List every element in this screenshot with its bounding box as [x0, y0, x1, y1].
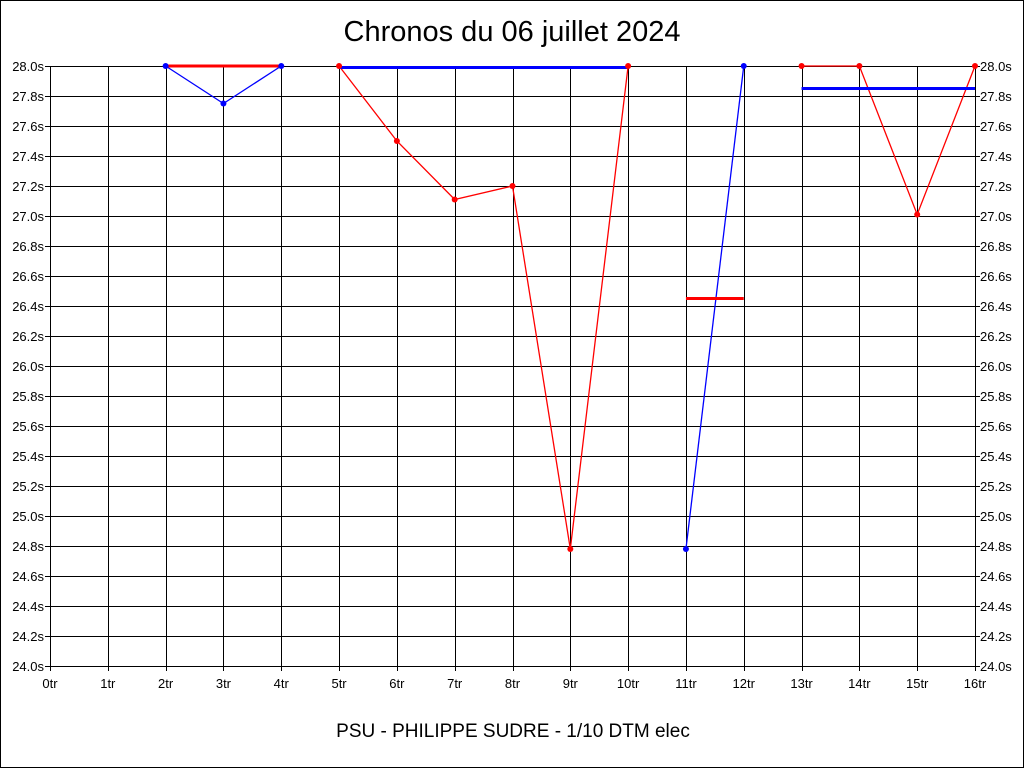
- y-tick-label-right: 25.6s: [980, 419, 1012, 434]
- y-tick-label-left: 24.0s: [12, 659, 44, 674]
- data-point: [740, 63, 747, 69]
- x-tick-label: 15tr: [906, 676, 929, 691]
- x-tick-label: 16tr: [964, 676, 987, 691]
- x-tick-label: 13tr: [790, 676, 813, 691]
- x-tick-label: 11tr: [675, 676, 697, 691]
- data-point: [798, 63, 805, 69]
- y-tick-label-right: 27.6s: [980, 119, 1012, 134]
- y-tick-label-left: 26.2s: [12, 329, 44, 344]
- chart-title: Chronos du 06 juillet 2024: [343, 16, 681, 48]
- y-tick-label-right: 25.0s: [980, 509, 1012, 524]
- y-tick-label-left: 24.4s: [12, 599, 44, 614]
- y-tick-label-right: 26.4s: [980, 299, 1012, 314]
- y-tick-label-right: 24.2s: [980, 629, 1012, 644]
- tick-labels: 0tr 1tr 2tr 3tr 4tr 5tr 6tr 7tr 8tr 9tr 10tr 11tr 12…: [12, 59, 1012, 691]
- x-tick-label: 0tr: [42, 676, 58, 691]
- data-point: [625, 63, 632, 69]
- y-tick-label-right: 24.0s: [980, 659, 1012, 674]
- y-tick-label-right: 27.0s: [980, 209, 1012, 224]
- y-tick-label-right: 25.4s: [980, 449, 1012, 464]
- y-tick-label-left: 24.6s: [12, 569, 44, 584]
- data-point: [914, 211, 921, 218]
- x-tick-label: 9tr: [563, 676, 579, 691]
- x-tick-label: 10tr: [617, 676, 640, 691]
- y-tick-label-left: 26.0s: [12, 359, 44, 374]
- average-lines: [165, 64, 975, 300]
- y-tick-label-right: 25.2s: [980, 479, 1012, 494]
- y-tick-label-left: 27.0s: [12, 209, 44, 224]
- data-point: [162, 63, 169, 69]
- x-tick-label: 7tr: [447, 676, 463, 691]
- data-point: [393, 138, 400, 144]
- x-tick-label: 3tr: [216, 676, 232, 691]
- y-tick-label-left: 24.8s: [12, 539, 44, 554]
- y-tick-label-left: 27.4s: [12, 149, 44, 164]
- data-point: [972, 63, 978, 69]
- y-tick-label-left: 25.6s: [12, 419, 44, 434]
- data-point: [682, 546, 689, 552]
- y-tick-label-left: 27.8s: [12, 89, 44, 104]
- y-tick-label-right: 27.2s: [980, 179, 1012, 194]
- y-tick-label-left: 25.0s: [12, 509, 44, 524]
- y-tick-label-left: 26.6s: [12, 269, 44, 284]
- data-point: [856, 63, 863, 69]
- y-tick-label-left: 25.4s: [12, 449, 44, 464]
- x-tick-label: 12tr: [733, 676, 756, 691]
- x-tick-label: 6tr: [389, 676, 405, 691]
- data-points: [162, 63, 978, 552]
- x-tick-label: 8tr: [505, 676, 521, 691]
- series-line: [338, 65, 629, 550]
- data-point: [451, 196, 458, 203]
- y-tick-label-right: 26.8s: [980, 239, 1012, 254]
- y-tick-label-right: 24.4s: [980, 599, 1012, 614]
- y-tick-label-right: 28.0s: [980, 59, 1012, 74]
- y-tick-label-left: 24.2s: [12, 629, 44, 644]
- y-tick-label-left: 27.6s: [12, 119, 44, 134]
- y-tick-label-left: 28.0s: [12, 59, 44, 74]
- data-point: [336, 63, 343, 69]
- y-tick-label-left: 25.2s: [12, 479, 44, 494]
- y-tick-label-right: 26.0s: [980, 359, 1012, 374]
- y-tick-label-right: 25.8s: [980, 389, 1012, 404]
- y-tick-label-left: 25.8s: [12, 389, 44, 404]
- y-tick-label-right: 26.6s: [980, 269, 1012, 284]
- data-point: [509, 183, 516, 189]
- y-tick-label-left: 26.8s: [12, 239, 44, 254]
- y-tick-label-right: 24.8s: [980, 539, 1012, 554]
- grid-lines: [45, 66, 980, 671]
- y-tick-label-left: 26.4s: [12, 299, 44, 314]
- data-point: [567, 546, 574, 552]
- chart-subtitle: PSU - PHILIPPE SUDRE - 1/10 DTM elec: [336, 721, 690, 742]
- x-tick-label: 4tr: [274, 676, 290, 691]
- series-line: [685, 65, 745, 550]
- y-tick-label-right: 26.2s: [980, 329, 1012, 344]
- y-tick-label-right: 24.6s: [980, 569, 1012, 584]
- x-tick-label: 1tr: [100, 676, 116, 691]
- x-tick-label: 14tr: [848, 676, 871, 691]
- y-tick-label-right: 27.8s: [980, 89, 1012, 104]
- data-point: [220, 100, 227, 107]
- x-tick-label: 2tr: [158, 676, 174, 691]
- x-tick-label: 5tr: [331, 676, 347, 691]
- y-tick-label-right: 27.4s: [980, 149, 1012, 164]
- y-tick-label-left: 27.2s: [12, 179, 44, 194]
- series-line: [801, 65, 976, 217]
- data-point: [278, 63, 285, 69]
